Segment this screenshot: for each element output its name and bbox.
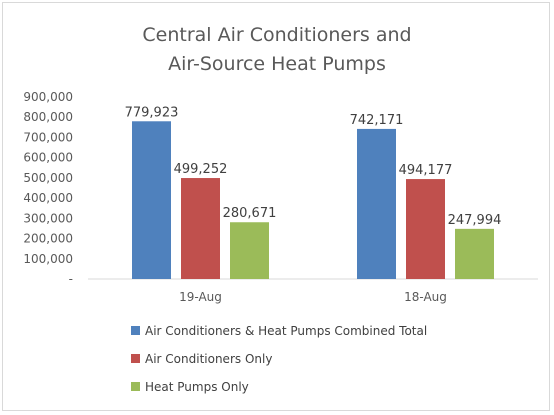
chart-title-line-1: Central Air Conditioners and — [142, 24, 411, 46]
legend-swatch — [131, 326, 140, 335]
bar — [181, 178, 220, 279]
legend: Air Conditioners & Heat Pumps Combined T… — [131, 324, 427, 394]
y-tick-label: 500,000 — [23, 171, 73, 185]
chart-title-line-2: Air-Source Heat Pumps — [168, 53, 386, 75]
chart-frame: Central Air Conditioners and Air-Source … — [2, 2, 550, 411]
bar — [357, 128, 396, 279]
data-label: 247,994 — [448, 213, 502, 228]
y-axis: - 100,000 200,000 300,000 400,000 500,000 600,… — [23, 90, 538, 286]
data-label: 280,671 — [223, 206, 277, 221]
y-tick-label: - — [69, 272, 73, 286]
data-labels: 779,923 499,252 280,671 742,171 494,177 247,9… — [125, 105, 502, 228]
bar — [230, 222, 269, 279]
data-label: 742,171 — [350, 113, 404, 128]
y-tick-label: 900,000 — [23, 90, 73, 104]
bars — [132, 121, 494, 280]
x-tick-label: 18-Aug — [404, 290, 447, 304]
data-label: 494,177 — [399, 163, 453, 178]
data-label: 499,252 — [174, 162, 228, 177]
bar-chart: Central Air Conditioners and Air-Source … — [23, 24, 538, 394]
legend-swatch — [131, 382, 140, 391]
x-tick-label: 19-Aug — [179, 290, 222, 304]
bar — [406, 179, 445, 279]
legend-label: Air Conditioners & Heat Pumps Combined T… — [145, 324, 427, 338]
legend-label: Heat Pumps Only — [145, 380, 249, 394]
bar — [132, 121, 171, 280]
bar — [455, 228, 494, 279]
y-tick-label: 100,000 — [23, 252, 73, 266]
legend-label: Air Conditioners Only — [145, 352, 272, 366]
x-axis: 19-Aug 18-Aug — [179, 290, 447, 304]
y-tick-label: 300,000 — [23, 211, 73, 225]
legend-swatch — [131, 354, 140, 363]
y-tick-label: 400,000 — [23, 191, 73, 205]
y-tick-label: 600,000 — [23, 151, 73, 165]
data-label: 779,923 — [125, 105, 179, 120]
y-tick-label: 800,000 — [23, 110, 73, 124]
y-tick-label: 200,000 — [23, 232, 73, 246]
y-tick-label: 700,000 — [23, 130, 73, 144]
